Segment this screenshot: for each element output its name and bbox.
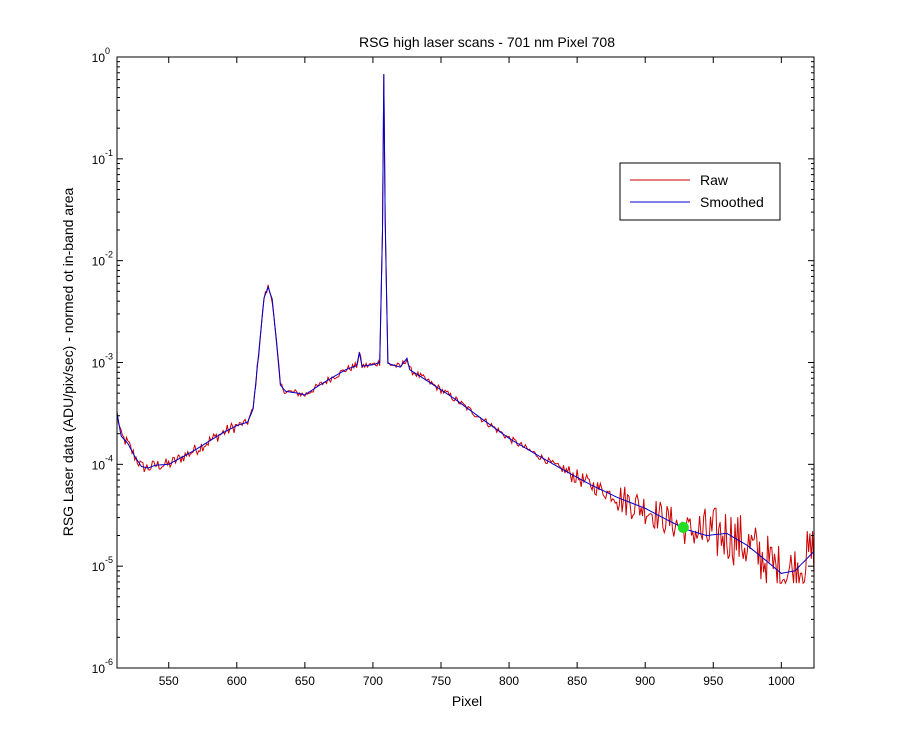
y-tick-exponent: 0 (105, 46, 110, 56)
y-tick-label: 10 (92, 255, 106, 269)
plot-area (117, 57, 814, 668)
y-axis-label: RSG Laser data (ADU/pix/sec) - normed ot… (60, 187, 76, 536)
y-tick-label: 10 (92, 51, 106, 65)
x-ticks: 550 600 650 700 750 800 850 900 950 1000 (159, 57, 795, 688)
series-line-raw (116, 74, 815, 585)
series-layer (116, 74, 815, 585)
x-axis-label: Pixel (452, 693, 482, 709)
x-tick-label: 550 (159, 674, 179, 688)
legend-raw-label: Raw (700, 172, 729, 188)
x-tick-label: 1000 (768, 674, 795, 688)
x-tick-label: 650 (295, 674, 315, 688)
y-tick-exponent: -1 (105, 148, 113, 158)
y-tick-label: 10 (92, 357, 106, 371)
legend: Raw Smoothed (619, 162, 781, 221)
y-tick-label: 10 (92, 662, 106, 676)
data-marker-point (677, 521, 689, 533)
y-tick-exponent: -6 (105, 657, 113, 667)
y-tick-label: 10 (92, 560, 106, 574)
marker-layer (677, 521, 689, 533)
chart-title: RSG high laser scans - 701 nm Pixel 708 (359, 34, 615, 50)
y-tick-label: 10 (92, 153, 106, 167)
x-tick-label: 850 (567, 674, 587, 688)
y-tick-exponent: -5 (105, 555, 113, 565)
x-tick-label: 750 (431, 674, 451, 688)
x-tick-label: 900 (635, 674, 655, 688)
x-tick-label: 600 (227, 674, 247, 688)
x-tick-label: 700 (363, 674, 383, 688)
y-tick-label: 10 (92, 458, 106, 472)
y-tick-exponent: -3 (105, 352, 113, 362)
legend-smoothed-label: Smoothed (700, 194, 764, 210)
y-tick-exponent: -4 (105, 453, 113, 463)
x-tick-label: 950 (703, 674, 723, 688)
x-tick-label: 800 (499, 674, 519, 688)
y-tick-exponent: -2 (105, 250, 113, 260)
series-line-smoothed (116, 74, 815, 574)
legend-box (619, 162, 781, 221)
